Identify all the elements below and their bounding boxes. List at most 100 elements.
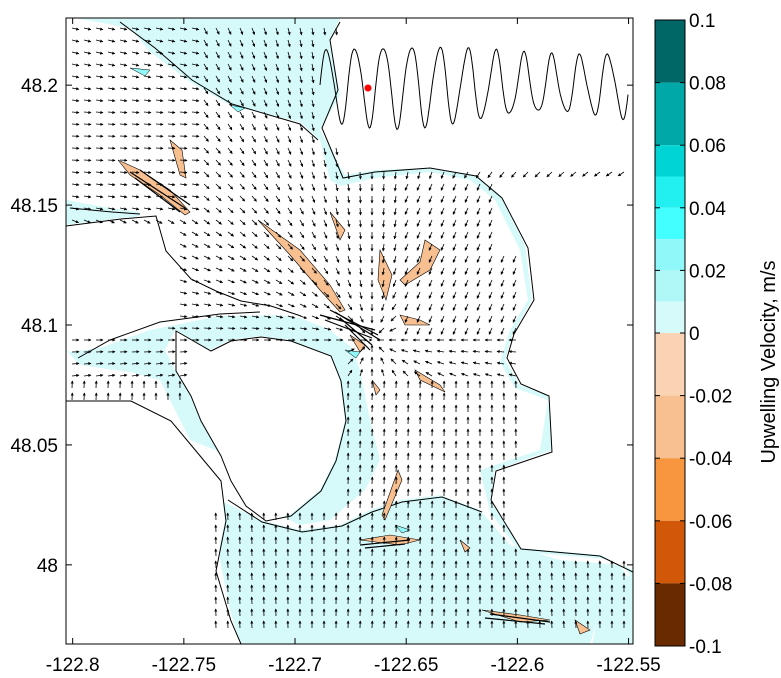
velocity-arrow (239, 135, 245, 143)
velocity-arrow (263, 147, 268, 155)
velocity-arrow (440, 171, 445, 179)
velocity-arrow (452, 219, 457, 227)
velocity-arrow (311, 231, 316, 239)
velocity-arrow (323, 291, 330, 298)
velocity-arrow (263, 326, 272, 331)
velocity-arrow (311, 183, 316, 192)
colorbar-tick-label: 0.02 (689, 261, 726, 282)
velocity-arrow (215, 231, 223, 237)
colorbar-band (655, 395, 685, 459)
velocity-arrow (179, 279, 188, 283)
colorbar-band (655, 207, 685, 240)
velocity-arrow (179, 373, 188, 377)
velocity-arrow (323, 243, 328, 251)
colorbar-band (655, 520, 685, 584)
velocity-arrow (499, 171, 505, 178)
colorbar-ticks: 0.1 0.08 0.06 0.04 0.02 0 -0.02 -0.04 -0.06 -0.08… (655, 11, 733, 658)
velocity-arrow (358, 183, 362, 192)
velocity-arrow (215, 326, 224, 330)
velocity-arrow (95, 170, 104, 175)
velocity-arrow (251, 159, 257, 167)
velocity-arrow (323, 327, 332, 331)
velocity-arrow (155, 51, 164, 55)
velocity-arrow (251, 99, 256, 107)
velocity-arrow (299, 207, 304, 215)
velocity-arrow (191, 291, 200, 295)
velocity-arrow (436, 361, 445, 365)
velocity-arrow (476, 243, 481, 251)
velocity-arrow (299, 135, 303, 144)
velocity-arrow (191, 279, 200, 283)
velocity-arrow (275, 27, 279, 36)
velocity-arrow (428, 315, 433, 323)
velocity-arrow (287, 219, 293, 227)
velocity-arrow (487, 171, 493, 179)
velocity-arrow (107, 219, 115, 224)
velocity-arrow (83, 207, 92, 211)
velocity-arrow (203, 51, 208, 59)
velocity-vectors (70, 27, 626, 629)
velocity-arrow (496, 361, 505, 365)
velocity-arrow (378, 346, 385, 353)
velocity-arrow (452, 171, 457, 179)
velocity-arrow (323, 267, 329, 275)
velocity-arrow (323, 279, 329, 286)
velocity-arrow (359, 357, 364, 365)
velocity-arrow (358, 195, 362, 204)
velocity-arrow (95, 27, 104, 31)
velocity-arrow (251, 243, 258, 249)
land-east (320, 18, 633, 570)
velocity-arrow (227, 135, 233, 143)
velocity-arrow (107, 63, 116, 67)
velocity-arrow (428, 267, 433, 275)
velocity-arrow (392, 291, 397, 299)
colorbar-band (655, 270, 685, 302)
velocity-arrow (191, 255, 199, 260)
velocity-arrow (311, 123, 315, 132)
velocity-arrow (143, 75, 152, 79)
velocity-arrow (311, 135, 315, 144)
velocity-arrow (239, 243, 247, 249)
velocity-arrow (389, 348, 397, 353)
velocity-arrow (95, 110, 104, 114)
velocity-arrow (299, 171, 304, 179)
velocity-arrow (167, 195, 176, 199)
velocity-arrow (191, 51, 200, 55)
velocity-arrow (227, 231, 235, 237)
velocity-arrow (119, 39, 128, 43)
velocity-arrow (452, 327, 457, 335)
velocity-arrow (440, 243, 445, 251)
velocity-arrow (119, 361, 128, 366)
velocity-arrow (488, 243, 493, 251)
velocity-arrow (452, 231, 457, 239)
velocity-arrow (508, 361, 517, 365)
velocity-arrow (287, 99, 291, 108)
velocity-arrow (215, 99, 221, 107)
velocity-arrow (251, 39, 256, 47)
colorbar-tick-label: 0.08 (689, 74, 726, 95)
velocity-arrow (191, 267, 199, 272)
velocity-arrow (404, 291, 409, 299)
velocity-arrow (512, 303, 517, 311)
velocity-arrow (335, 147, 339, 156)
velocity-arrow (227, 111, 233, 119)
velocity-arrow (347, 171, 351, 180)
velocity-arrow (488, 219, 493, 227)
velocity-arrow (287, 75, 291, 84)
velocity-arrow (347, 348, 355, 353)
velocity-arrow (95, 87, 104, 91)
velocity-arrow (83, 75, 92, 79)
velocity-arrow (508, 373, 517, 377)
velocity-arrow (512, 267, 517, 275)
velocity-arrow (287, 279, 295, 285)
velocity-arrow (323, 315, 331, 320)
velocity-arrow (413, 371, 421, 377)
colorbar-tick-label: 0.1 (689, 11, 715, 32)
velocity-arrow (428, 327, 433, 335)
velocity-arrow (299, 279, 306, 285)
velocity-arrow (83, 373, 92, 378)
colorbar-tick-label: -0.02 (689, 387, 732, 408)
velocity-arrow (405, 171, 409, 180)
velocity-arrow (347, 358, 354, 365)
